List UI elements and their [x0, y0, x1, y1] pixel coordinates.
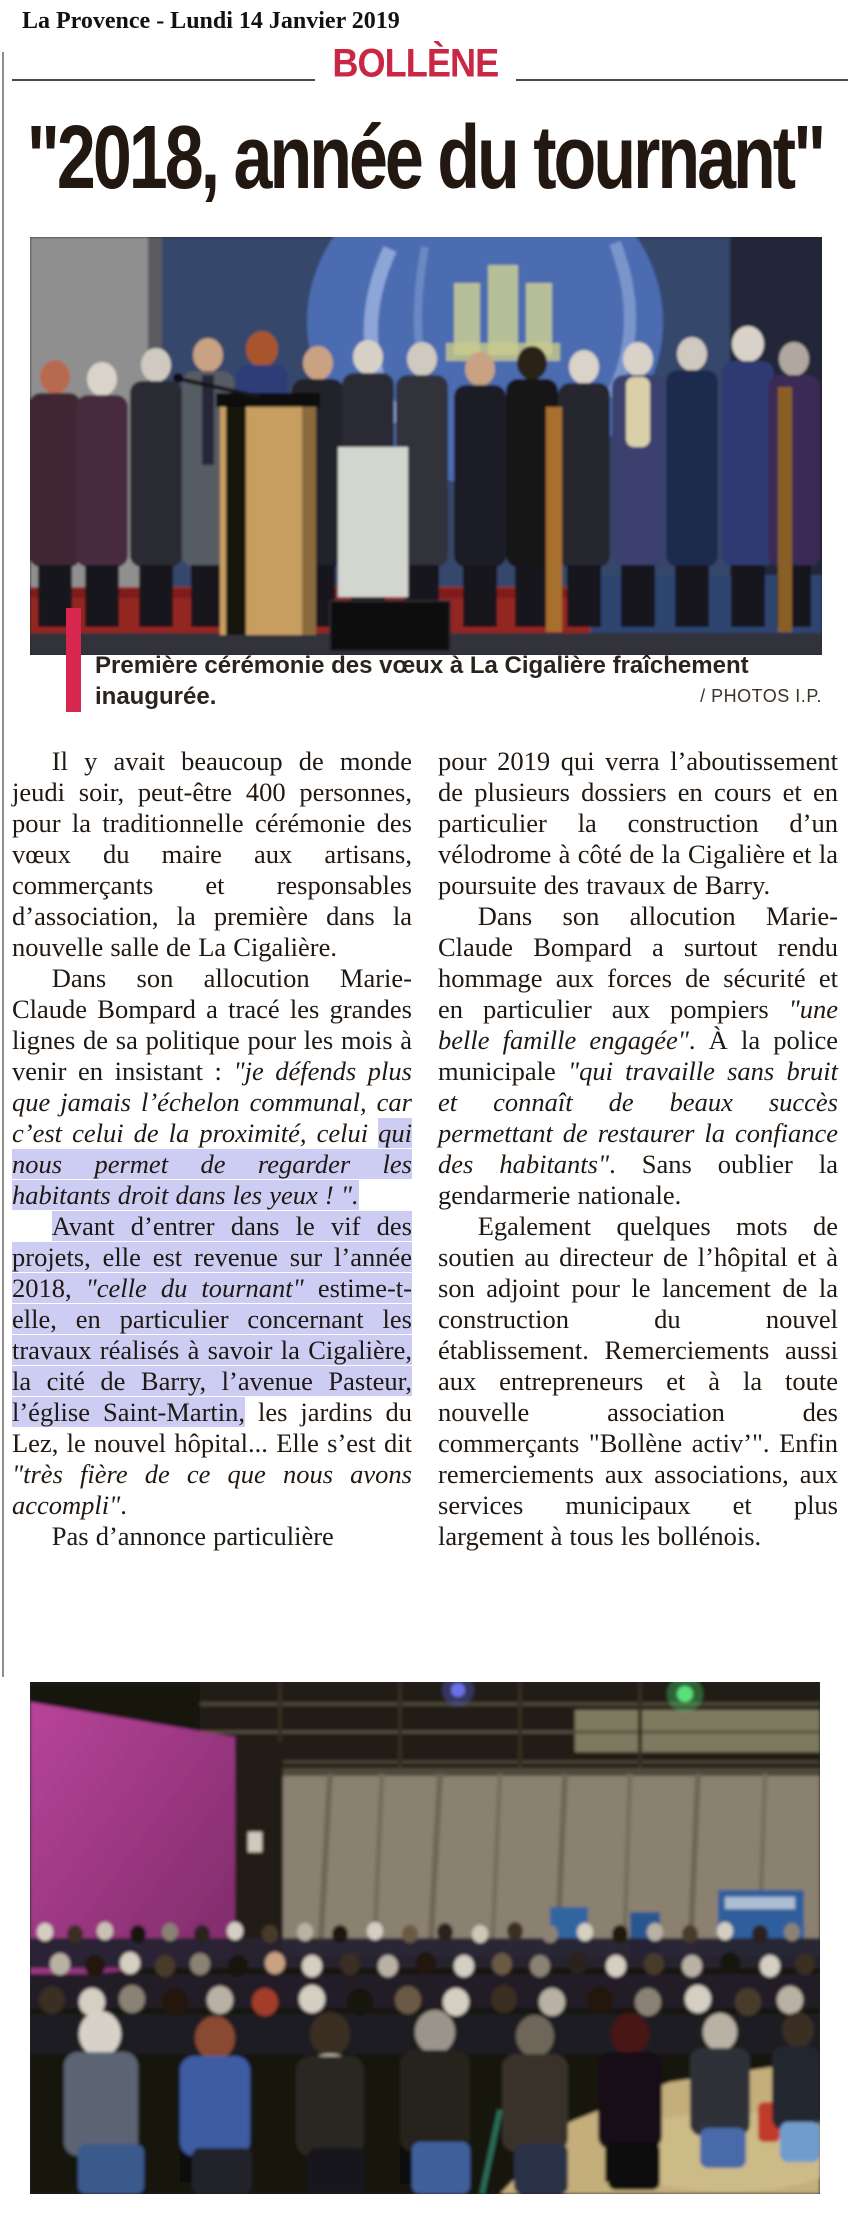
text-run: . À la police municipale	[438, 1025, 839, 1086]
people-silhouettes	[30, 326, 820, 627]
page-edge-rule	[2, 52, 4, 1677]
text-run: .	[120, 1490, 127, 1520]
article-paragraph[interactable]: Avant d’entrer dans le vif des projets, …	[12, 1211, 412, 1521]
text-run: Dans son allocution Marie-Claude Bompard…	[438, 901, 838, 1024]
audience-photo	[30, 1682, 820, 2194]
text-run: Il y avait beaucoup de monde jeudi soir,…	[12, 746, 412, 962]
crowd-row-front-small	[39, 1985, 803, 2016]
stage-photo-illustration	[30, 237, 822, 655]
caption-accent-bar	[66, 608, 81, 712]
article-paragraph[interactable]: Il y avait beaucoup de monde jeudi soir,…	[12, 746, 412, 963]
text-run: les jardins du Lez, le nouvel hôpital...…	[12, 1397, 412, 1458]
text-run: "une belle famille engagée"	[438, 994, 838, 1055]
section-title: BOLLÈNE	[332, 41, 499, 86]
column-right: pour 2019 qui verra l’aboutissement de p…	[438, 746, 838, 1552]
text-run: Dans son allocution Marie-Claude Bompard…	[12, 963, 412, 1086]
audience-photo-illustration	[30, 1682, 820, 2194]
text-run: . Sans oublier la gendarmerie nationale.	[438, 1149, 838, 1210]
article-headline: "2018, année du tournant"	[26, 107, 827, 208]
text-run: Egalement quelques mots de soutien au di…	[438, 1211, 838, 1551]
article-paragraph[interactable]: Dans son allocution Marie-Claude Bompard…	[438, 901, 838, 1211]
text-run: "celle du tournant"	[85, 1273, 318, 1303]
photo-caption: Première cérémonie des vœux à La Cigaliè…	[95, 650, 822, 714]
text-run: pour 2019 qui verra l’aboutissement de p…	[438, 746, 838, 900]
text-run: "je défends plus que jamais l’échelon co…	[12, 1056, 412, 1148]
article-paragraph[interactable]: Egalement quelques mots de soutien au di…	[438, 1211, 838, 1552]
article-paragraph[interactable]: Dans son allocution Marie-Claude Bompard…	[12, 963, 412, 1211]
masthead-date: La Provence - Lundi 14 Janvier 2019	[22, 8, 400, 34]
article-paragraph[interactable]: pour 2019 qui verra l’aboutissement de p…	[438, 746, 838, 901]
text-run: "très fière de ce que nous avons accompl…	[12, 1459, 412, 1520]
crowd-row-middle	[50, 1952, 815, 1977]
section-rule-right	[515, 79, 848, 81]
stage-photo	[30, 237, 822, 655]
section-rule-left	[12, 79, 315, 81]
front-row-figures	[64, 2010, 820, 2194]
article-body: Il y avait beaucoup de monde jeudi soir,…	[12, 746, 838, 1552]
text-run: Pas d’annonce particulière	[51, 1521, 334, 1551]
section-header: BOLLÈNE	[0, 41, 850, 86]
text-run: "qui travaille sans bruit et connaît de …	[438, 1056, 838, 1179]
crowd-row-back	[37, 1922, 800, 1943]
article-paragraph[interactable]: Pas d’annonce particulière	[12, 1521, 412, 1552]
column-left: Il y avait beaucoup de monde jeudi soir,…	[12, 746, 412, 1552]
photo-credit: / PHOTOS I.P.	[700, 686, 822, 706]
caption-text: Première cérémonie des vœux à La Cigaliè…	[95, 652, 749, 710]
